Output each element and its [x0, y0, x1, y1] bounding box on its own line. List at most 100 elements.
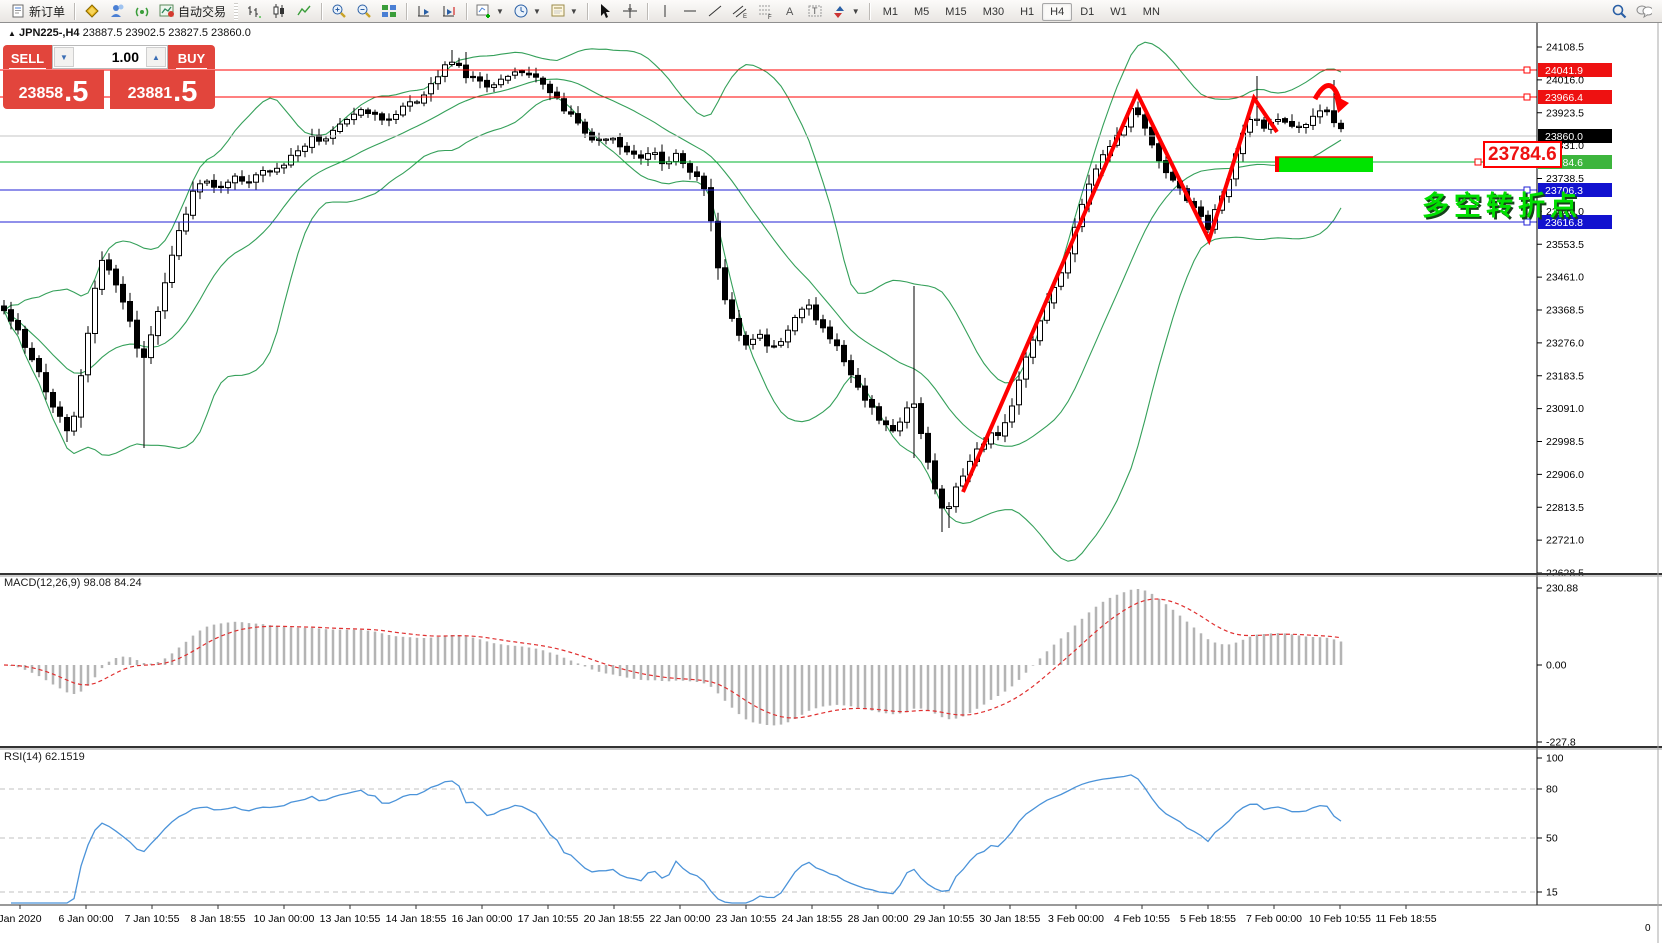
community-button[interactable] — [105, 2, 129, 20]
timeframe-m15[interactable]: M15 — [945, 6, 967, 18]
svg-text:22721.0: 22721.0 — [1546, 535, 1584, 547]
timeframe-w1[interactable]: W1 — [1110, 6, 1127, 18]
timeframe-m1[interactable]: M1 — [882, 6, 898, 18]
bar-chart-mode-button[interactable] — [242, 2, 266, 20]
trend-zigzag-arrow[interactable] — [961, 83, 1349, 493]
volume-increase-icon[interactable]: ▲ — [146, 47, 166, 67]
timeframe-d1[interactable]: D1 — [1080, 6, 1095, 18]
bar-chart-icon — [246, 3, 262, 19]
macd-name: MACD(12,26,9) — [4, 577, 81, 589]
volume-value[interactable]: 1.00 — [111, 49, 139, 65]
support-price-callout[interactable]: 23784.6 — [1483, 141, 1562, 168]
arrows-tool-button[interactable]: ▼ — [828, 2, 864, 20]
rsi-indicator-label: RSI(14) 62.1519 — [4, 751, 85, 763]
templates-button[interactable]: ▼ — [546, 2, 582, 20]
arrows-icon — [832, 3, 848, 19]
svg-text:10 Feb 10:55: 10 Feb 10:55 — [1309, 913, 1371, 925]
svg-text:22 Jan 00:00: 22 Jan 00:00 — [650, 913, 711, 925]
buy-price[interactable]: 23881 .5 — [110, 70, 215, 109]
zoom-out-button[interactable] — [352, 2, 376, 20]
antenna-icon — [134, 3, 150, 19]
periods-button[interactable]: ▼ — [509, 2, 545, 20]
cursor-tool-button[interactable] — [593, 2, 617, 20]
new-order-button[interactable]: 新订单 — [6, 2, 69, 21]
separator — [74, 2, 76, 20]
symbol-period-label: JPN225-,H4 — [18, 27, 80, 39]
text-label-tool-button[interactable]: T — [803, 2, 827, 20]
vline-tool-button[interactable] — [653, 2, 677, 20]
svg-text:13 Jan 10:55: 13 Jan 10:55 — [320, 913, 381, 925]
svg-text:22906.0: 22906.0 — [1546, 469, 1584, 481]
timeframe-m5[interactable]: M5 — [914, 6, 930, 18]
one-click-toggle-icon[interactable]: ▲ — [8, 29, 16, 38]
auto-scroll-button[interactable] — [412, 2, 436, 20]
indicators-button[interactable]: ▼ — [472, 2, 508, 20]
buy-button[interactable]: BUY — [168, 45, 215, 69]
separator — [406, 2, 408, 20]
pivot-annotation-text[interactable]: 多空转折点 — [1422, 191, 1582, 221]
market-watch-button[interactable] — [80, 2, 104, 20]
one-click-trading-panel: SELL ▼ 1.00 ▲ BUY 23858 .5 23881 .5 — [3, 45, 215, 109]
channel-tool-button[interactable]: E — [728, 2, 752, 20]
tile-windows-button[interactable] — [377, 2, 401, 20]
sell-price-main: 23858 — [18, 85, 64, 102]
svg-text:50: 50 — [1546, 833, 1558, 845]
hline-tool-button[interactable] — [678, 2, 702, 20]
buy-price-pips: .5 — [173, 76, 198, 108]
timeframe-h1[interactable]: H1 — [1020, 6, 1035, 18]
tile-windows-icon — [381, 3, 397, 19]
candlestick-mode-button[interactable] — [267, 2, 291, 20]
separator — [321, 2, 323, 20]
svg-text:A: A — [786, 6, 794, 18]
svg-text:230.88: 230.88 — [1546, 583, 1578, 595]
dropdown-caret-icon: ▼ — [569, 6, 578, 16]
sell-button-label: SELL — [8, 51, 47, 69]
timeframe-mn[interactable]: MN — [1142, 6, 1160, 18]
timeframe-m30[interactable]: M30 — [982, 6, 1005, 18]
svg-text:23 Jan 10:55: 23 Jan 10:55 — [716, 913, 777, 925]
person-icon — [109, 3, 125, 19]
search-button[interactable] — [1607, 2, 1631, 20]
svg-text:24108.5: 24108.5 — [1546, 42, 1584, 54]
text-tool-button[interactable]: A — [778, 2, 802, 20]
signals-button[interactable] — [130, 2, 154, 20]
add-indicator-icon — [476, 3, 492, 19]
volume-decrease-icon[interactable]: ▼ — [54, 47, 74, 67]
svg-text:15: 15 — [1546, 887, 1558, 899]
volume-stepper[interactable]: ▼ 1.00 ▲ — [52, 45, 168, 69]
svg-text:20 Jan 18:55: 20 Jan 18:55 — [584, 913, 645, 925]
channel-icon: E — [732, 3, 748, 19]
new-order-icon — [10, 3, 26, 19]
trendline-tool-button[interactable] — [703, 2, 727, 20]
fibonacci-tool-button[interactable]: F — [753, 2, 777, 20]
ohlc-values: 23887.5 23902.5 23827.5 23860.0 — [82, 27, 251, 39]
svg-text:T: T — [812, 6, 818, 16]
svg-text:F: F — [768, 15, 772, 19]
autotrading-label: 自动交易 — [178, 4, 227, 19]
svg-text:23368.5: 23368.5 — [1546, 305, 1584, 317]
svg-text:23738.5: 23738.5 — [1546, 173, 1584, 185]
crosshair-tool-button[interactable] — [618, 2, 642, 20]
timeframe-h4[interactable]: H4 — [1042, 3, 1073, 21]
time-axis[interactable]: Jan 2020 6 Jan 00:00 7 Jan 10:55 8 Jan 18:5… — [0, 905, 1437, 925]
chat-button[interactable] — [1632, 2, 1656, 20]
toolbar-grip — [234, 2, 239, 20]
svg-text:23646.0: 23646.0 — [1546, 206, 1584, 218]
fibonacci-icon: F — [757, 3, 773, 19]
zoom-in-button[interactable] — [327, 2, 351, 20]
separator — [466, 2, 468, 20]
svg-text:16 Jan 00:00: 16 Jan 00:00 — [452, 913, 513, 925]
dropdown-caret-icon: ▼ — [851, 6, 860, 16]
line-chart-mode-button[interactable] — [292, 2, 316, 20]
chart-shift-button[interactable] — [437, 2, 461, 20]
svg-text:24041.9: 24041.9 — [1545, 65, 1583, 77]
svg-text:23706.3: 23706.3 — [1545, 185, 1583, 197]
sell-price[interactable]: 23858 .5 — [3, 70, 104, 109]
buy-button-label: BUY — [175, 51, 208, 69]
support-zone-rect[interactable] — [1275, 156, 1482, 172]
sell-button[interactable]: SELL — [3, 45, 52, 69]
autotrading-button[interactable]: 自动交易 — [155, 2, 230, 21]
svg-text:3 Feb 00:00: 3 Feb 00:00 — [1048, 913, 1104, 925]
